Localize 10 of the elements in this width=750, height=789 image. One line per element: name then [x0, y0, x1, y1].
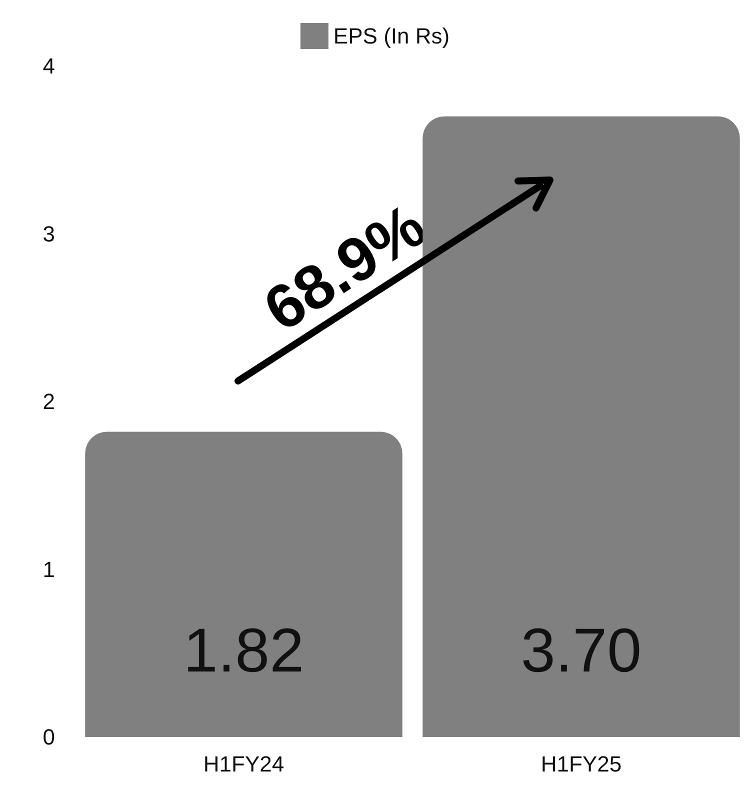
y-tick-label: 3: [42, 221, 55, 246]
y-tick-label: 4: [42, 54, 55, 78]
data-label: 3.70: [520, 616, 642, 686]
legend-label: EPS (In Rs): [333, 24, 450, 48]
x-tick-label: H1FY25: [540, 752, 622, 776]
x-tick-label: H1FY24: [203, 752, 284, 776]
data-label: 1.82: [183, 616, 304, 686]
y-tick-label: 2: [42, 389, 55, 414]
y-tick-label: 1: [42, 556, 55, 582]
y-tick-label: 0: [42, 724, 55, 750]
